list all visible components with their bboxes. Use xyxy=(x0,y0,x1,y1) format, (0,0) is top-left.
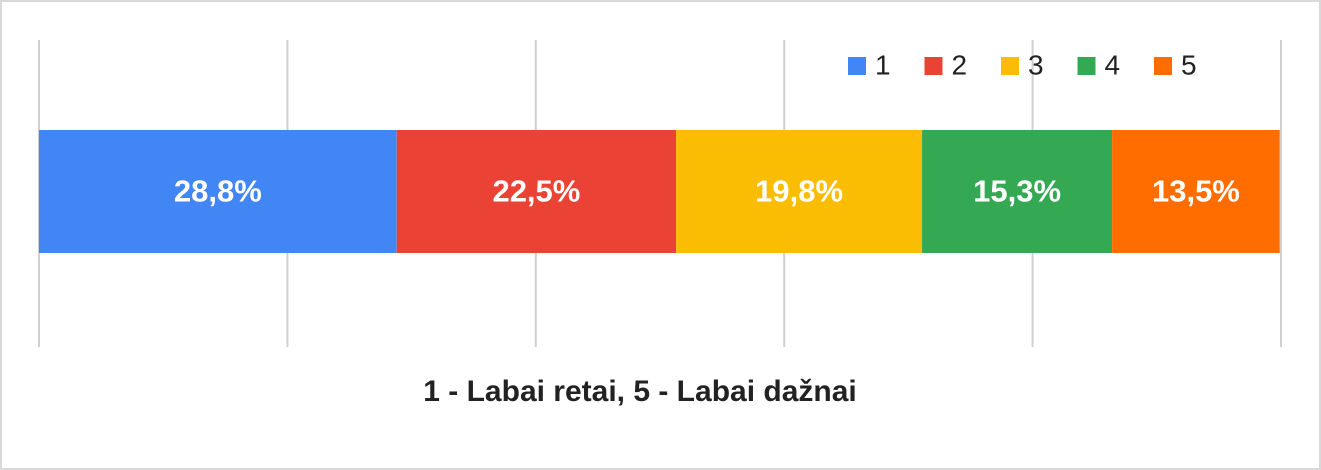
data-label: 22,5% xyxy=(492,174,580,209)
legend-label: 3 xyxy=(1028,49,1044,80)
bar-segment xyxy=(676,130,923,253)
legend-swatch xyxy=(1001,57,1019,75)
legend-swatch xyxy=(1154,57,1172,75)
bar-segment xyxy=(1112,130,1280,253)
data-label: 13,5% xyxy=(1152,174,1240,209)
legend-label: 1 xyxy=(875,49,891,80)
legend-label: 5 xyxy=(1181,49,1197,80)
bar-segment xyxy=(922,130,1113,253)
data-label: 28,8% xyxy=(174,174,262,209)
legend-swatch xyxy=(848,57,866,75)
data-label: 15,3% xyxy=(973,174,1061,209)
data-label: 19,8% xyxy=(755,174,843,209)
legend-label: 4 xyxy=(1105,49,1121,80)
x-axis-title: 1 - Labai retai, 5 - Labai dažnai xyxy=(423,375,856,408)
legend-swatch xyxy=(1077,57,1096,75)
bar-segment xyxy=(396,130,677,253)
legend-swatch xyxy=(924,57,943,75)
legend-label: 2 xyxy=(952,49,968,80)
bar-segment xyxy=(39,130,397,253)
